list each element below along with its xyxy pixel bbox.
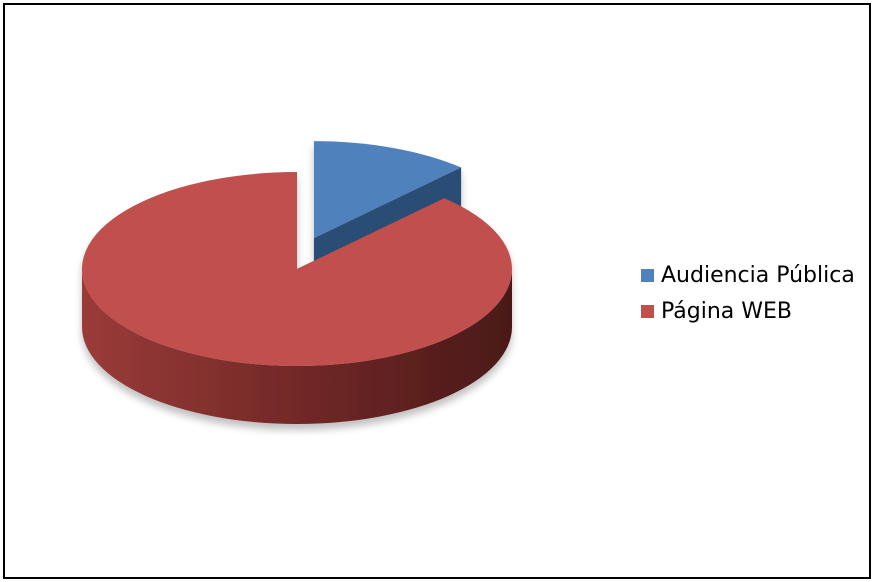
chart-area: Audiencia Pública Página WEB [3, 3, 871, 579]
legend: Audiencia Pública Página WEB [641, 257, 855, 329]
legend-swatch-pagina-web [641, 304, 654, 318]
pie-top-audiencia-publica [313, 141, 462, 239]
legend-label-audiencia: Audiencia Pública [661, 262, 855, 288]
legend-item-pagina-web: Página WEB [641, 293, 855, 329]
legend-label-pagina-web: Página WEB [661, 298, 793, 324]
legend-swatch-audiencia [641, 268, 654, 282]
pie-top-pagina-web [82, 172, 513, 366]
pie-chart [82, 141, 513, 424]
legend-item-audiencia: Audiencia Pública [641, 257, 855, 293]
pie-slice-pagina-web [82, 172, 513, 424]
pie-side-pagina-web [82, 269, 512, 424]
